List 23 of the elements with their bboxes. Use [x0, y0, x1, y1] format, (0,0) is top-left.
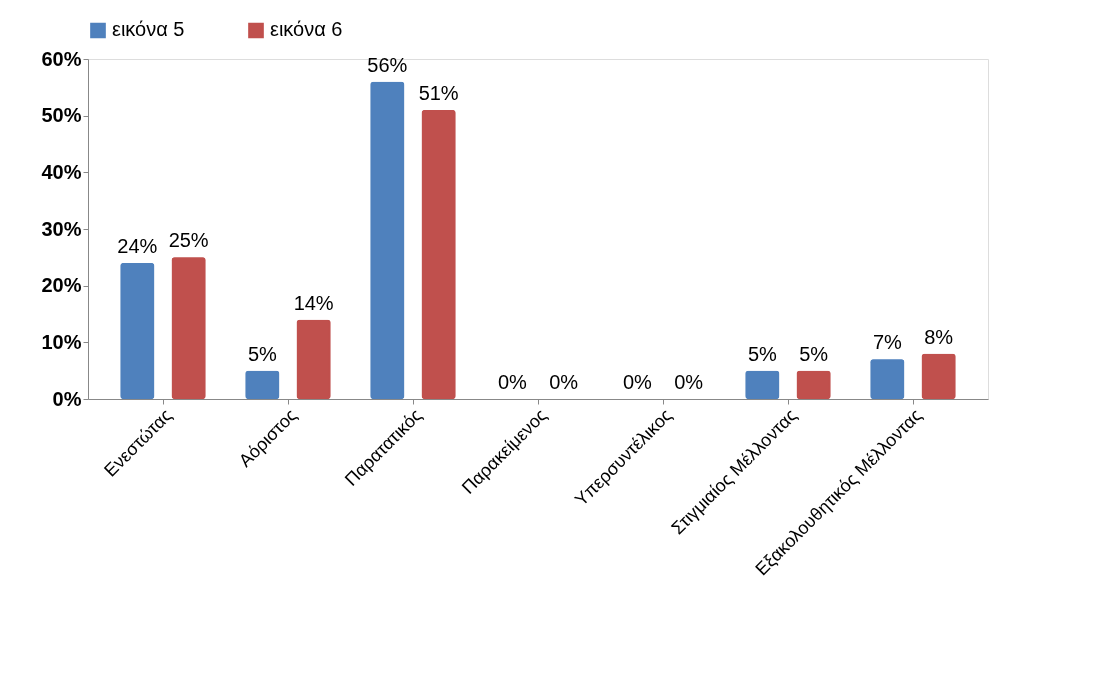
y-tick-label: 30% [41, 217, 82, 240]
legend-label: εικόνα 6 [270, 18, 343, 41]
data-label: 0% [622, 371, 653, 393]
data-label: 56% [367, 53, 408, 76]
data-label: 5% [247, 342, 278, 365]
y-tick-label: 60% [41, 47, 82, 70]
data-label: 7% [872, 331, 903, 354]
legend-label: εικόνα 5 [112, 18, 185, 41]
y-tick-label: 20% [41, 274, 82, 297]
data-label: 0% [497, 371, 528, 393]
y-tick-label: 50% [41, 104, 82, 127]
data-label: 0% [549, 371, 579, 393]
y-tick-label: 10% [41, 330, 82, 353]
y-tick-label: 40% [41, 160, 82, 183]
data-label: 5% [799, 342, 829, 365]
data-label: 51% [418, 82, 459, 104]
data-label: 14% [293, 291, 334, 314]
data-label: 24% [117, 235, 158, 257]
y-tick-label: 0% [52, 387, 82, 410]
data-label: 0% [674, 371, 704, 393]
data-label: 5% [747, 342, 778, 365]
data-label: 25% [168, 229, 209, 252]
data-label: 8% [924, 325, 954, 348]
